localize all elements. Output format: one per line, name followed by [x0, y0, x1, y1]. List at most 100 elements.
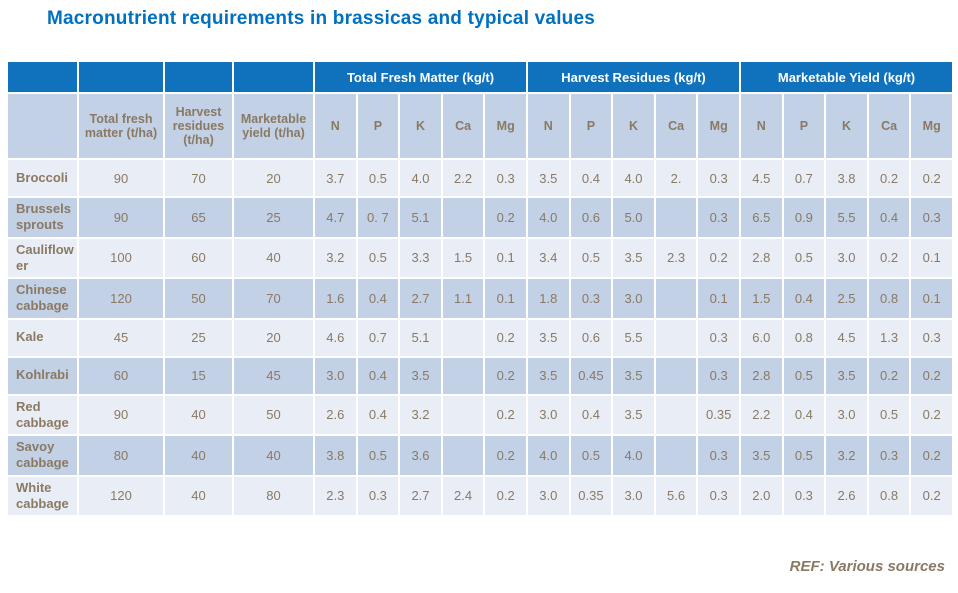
table-cell: 4.0: [611, 434, 656, 477]
table-cell: 2.2: [440, 158, 486, 198]
table-cell: [440, 317, 486, 358]
row-label: Cauliflower: [6, 236, 79, 279]
table-cell: 2.7: [398, 474, 443, 517]
table-cell: [653, 393, 699, 436]
table-cell: 0.7: [355, 317, 401, 358]
table-cell: 0.4: [568, 158, 614, 198]
table-cell: 50: [163, 277, 234, 320]
column-header-row: Total fresh matter (t/ha) Harvest residu…: [6, 92, 955, 160]
row-label: Red cabbage: [6, 393, 79, 436]
table-cell: 2.4: [440, 474, 486, 517]
table-cell: 5.5: [611, 317, 656, 358]
table-cell: [440, 393, 486, 436]
table-cell: 5.1: [398, 317, 443, 358]
table-cell: 0.5: [866, 393, 912, 436]
blank-header-cell: [77, 60, 165, 94]
nutrient-header-ca: Ca: [440, 92, 486, 160]
group-header-marketable-yield: Marketable Yield (kg/t): [738, 60, 955, 94]
table-cell: 0.2: [909, 393, 955, 436]
table-cell: 0.2: [909, 434, 955, 477]
table-cell: 1.5: [739, 277, 784, 320]
table-cell: 0.3: [696, 434, 741, 477]
row-label: Chinese cabbage: [6, 277, 79, 320]
nutrient-header-k: K: [398, 92, 443, 160]
table-cell: [653, 277, 699, 320]
table-cell: [653, 196, 699, 239]
table-cell: 3.5: [611, 355, 656, 396]
nutrient-header-k: K: [824, 92, 869, 160]
table-cell: 0.5: [568, 236, 614, 279]
nutrient-header-mg: Mg: [696, 92, 741, 160]
table-cell: 0.2: [866, 355, 912, 396]
table-row: Red cabbage 90 40 50 2.6 0.4 3.2 0.2 3.0 0.4 3.5 0.…: [6, 393, 955, 436]
table-cell: 1.8: [526, 277, 571, 320]
table-cell: 65: [163, 196, 234, 239]
table-cell: 40: [232, 236, 315, 279]
table-cell: 0.3: [696, 317, 741, 358]
reference-note: REF: Various sources: [789, 558, 945, 575]
table-cell: 0.3: [696, 474, 741, 517]
table-cell: [653, 355, 699, 396]
table-cell: 3.0: [611, 474, 656, 517]
table-cell: 0.5: [355, 236, 401, 279]
table-cell: 0.5: [355, 434, 401, 477]
table-cell: 0.1: [483, 236, 529, 279]
table-cell: 90: [77, 158, 165, 198]
blank-header-cell: [232, 60, 315, 94]
table-cell: 3.8: [824, 158, 869, 198]
group-header-harvest-residues: Harvest Residues (kg/t): [526, 60, 741, 94]
table-cell: 60: [77, 355, 165, 396]
table-cell: 20: [232, 158, 315, 198]
table-cell: 0.3: [866, 434, 912, 477]
table-cell: 70: [232, 277, 315, 320]
row-label: Savoy cabbage: [6, 434, 79, 477]
table-cell: 15: [163, 355, 234, 396]
table-cell: 3.7: [313, 158, 358, 198]
col-header-marketable-yield: Marketable yield (t/ha): [232, 92, 315, 160]
table-cell: 3.5: [824, 355, 869, 396]
table-cell: 0.8: [866, 277, 912, 320]
table-cell: 0.9: [781, 196, 827, 239]
blank-header-cell: [163, 60, 234, 94]
table-cell: 100: [77, 236, 165, 279]
table-cell: 0.2: [483, 317, 529, 358]
table-cell: 5.0: [611, 196, 656, 239]
blank-header-cell: [6, 92, 79, 160]
table-cell: 0.5: [781, 236, 827, 279]
nutrient-header-mg: Mg: [483, 92, 529, 160]
table-cell: 90: [77, 196, 165, 239]
col-header-harvest-residues: Harvest residues (t/ha): [163, 92, 234, 160]
table-cell: 0.2: [909, 355, 955, 396]
table-cell: 2.8: [739, 236, 784, 279]
table-cell: 0.2: [909, 474, 955, 517]
table-row: White cabbage 120 40 80 2.3 0.3 2.7 2.4 0.2 3.0 0.…: [6, 474, 955, 517]
table-cell: 3.5: [526, 355, 571, 396]
table-cell: 5.5: [824, 196, 869, 239]
table-cell: 0.3: [568, 277, 614, 320]
table-cell: 0. 7: [355, 196, 401, 239]
table-body: Broccoli 90 70 20 3.7 0.5 4.0 2.2 0.3 3.5 0.4 4.0 2.…: [6, 158, 955, 517]
table-cell: 120: [77, 277, 165, 320]
table-cell: 3.3: [398, 236, 443, 279]
table-cell: 3.2: [824, 434, 869, 477]
nutrient-header-p: P: [568, 92, 614, 160]
table-cell: 80: [77, 434, 165, 477]
table-cell: 45: [232, 355, 315, 396]
table-cell: 0.45: [568, 355, 614, 396]
table-cell: 4.7: [313, 196, 358, 239]
table-cell: 0.2: [866, 236, 912, 279]
table-cell: 2.0: [739, 474, 784, 517]
table-cell: 80: [232, 474, 315, 517]
table-cell: 3.5: [398, 355, 443, 396]
table-cell: 0.8: [781, 317, 827, 358]
table-cell: 1.3: [866, 317, 912, 358]
table-cell: 0.2: [696, 236, 741, 279]
table-cell: 0.3: [355, 474, 401, 517]
table-cell: 6.0: [739, 317, 784, 358]
table-cell: 3.5: [739, 434, 784, 477]
group-header-total-fresh-matter: Total Fresh Matter (kg/t): [312, 60, 529, 94]
table-cell: 0.2: [866, 158, 912, 198]
table-cell: 0.3: [483, 158, 529, 198]
table-cell: 1.5: [440, 236, 486, 279]
